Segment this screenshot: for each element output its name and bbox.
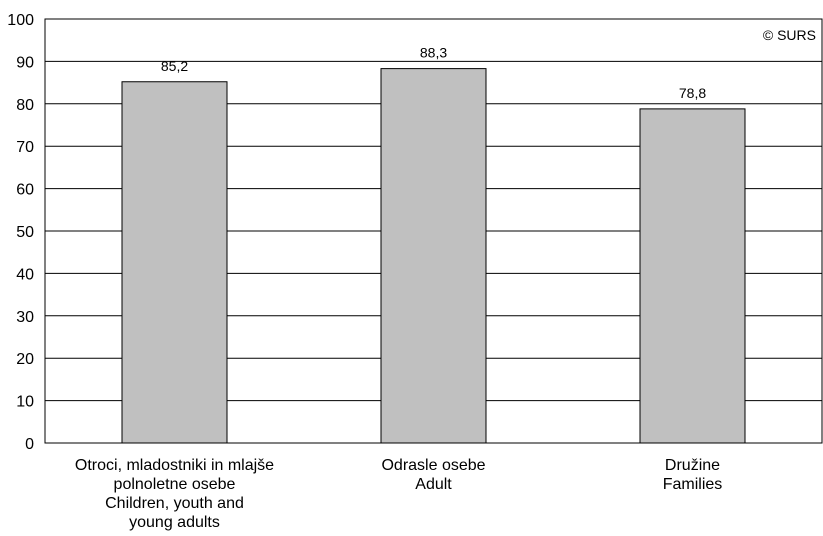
y-tick-label: 70 — [16, 139, 34, 156]
y-tick-label: 20 — [16, 351, 34, 368]
bars — [121, 68, 746, 444]
y-axis-ticks: 0 10 20 30 40 50 60 70 80 90 100 — [7, 12, 34, 453]
y-tick-label: 10 — [16, 394, 34, 411]
bar — [121, 81, 228, 444]
y-tick-label: 60 — [16, 182, 34, 199]
data-labels: 85,2 88,3 78,8 — [161, 45, 706, 101]
y-tick-label: 100 — [7, 12, 34, 29]
y-tick-label: 30 — [16, 309, 34, 326]
x-category-label: Odrasle osebe Adult — [381, 457, 485, 493]
y-tick-label: 40 — [16, 266, 34, 283]
y-tick-label: 80 — [16, 97, 34, 114]
x-category-label: Družine Families — [663, 457, 723, 493]
y-tick-label: 0 — [25, 436, 34, 453]
y-tick-label: 90 — [16, 54, 34, 71]
x-axis-labels: Otroci, mladostniki in mlajše polnoletne … — [75, 457, 722, 531]
y-tick-label: 50 — [16, 224, 34, 241]
copyright-label: © SURS — [763, 27, 816, 43]
plot-frame — [44, 18, 823, 444]
bar — [380, 68, 487, 444]
data-label: 78,8 — [679, 85, 706, 101]
data-label: 88,3 — [420, 45, 447, 61]
bar — [639, 108, 746, 444]
x-category-label: Otroci, mladostniki in mlajše polnoletne … — [75, 457, 274, 531]
data-label: 85,2 — [161, 58, 188, 74]
